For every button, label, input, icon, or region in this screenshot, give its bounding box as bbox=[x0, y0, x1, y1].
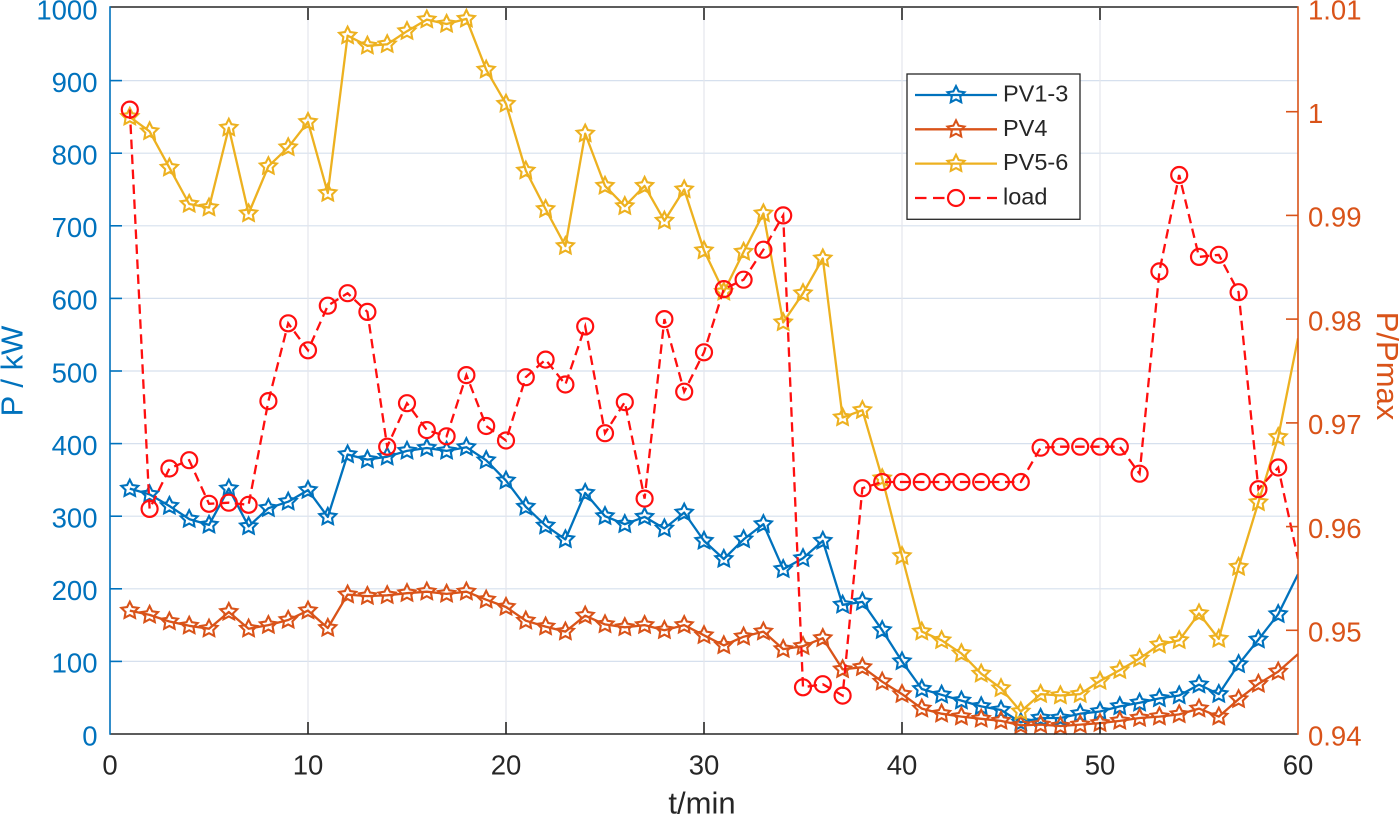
svg-text:40: 40 bbox=[887, 750, 918, 781]
svg-text:50: 50 bbox=[1085, 750, 1116, 781]
svg-text:20: 20 bbox=[491, 750, 522, 781]
svg-text:P/Pmax: P/Pmax bbox=[1370, 312, 1400, 421]
svg-text:0.95: 0.95 bbox=[1308, 617, 1362, 648]
svg-text:900: 900 bbox=[52, 67, 98, 98]
svg-text:0.94: 0.94 bbox=[1308, 720, 1362, 751]
svg-text:30: 30 bbox=[689, 750, 720, 781]
svg-text:100: 100 bbox=[52, 648, 98, 679]
svg-text:200: 200 bbox=[52, 575, 98, 606]
svg-text:0.97: 0.97 bbox=[1308, 409, 1362, 440]
svg-text:0.96: 0.96 bbox=[1308, 513, 1362, 544]
svg-text:0: 0 bbox=[102, 750, 117, 781]
svg-text:load: load bbox=[1003, 184, 1047, 210]
svg-text:600: 600 bbox=[52, 285, 98, 316]
svg-text:t/min: t/min bbox=[668, 786, 735, 815]
svg-text:1: 1 bbox=[1308, 98, 1323, 129]
svg-text:400: 400 bbox=[52, 430, 98, 461]
svg-text:800: 800 bbox=[52, 140, 98, 171]
svg-text:10: 10 bbox=[293, 750, 324, 781]
svg-text:1.01: 1.01 bbox=[1308, 0, 1362, 25]
svg-text:PV5-6: PV5-6 bbox=[1003, 149, 1068, 175]
svg-text:0.99: 0.99 bbox=[1308, 202, 1362, 233]
svg-text:60: 60 bbox=[1283, 750, 1314, 781]
svg-text:500: 500 bbox=[52, 357, 98, 388]
svg-text:300: 300 bbox=[52, 503, 98, 534]
svg-text:700: 700 bbox=[52, 212, 98, 243]
svg-text:1000: 1000 bbox=[36, 0, 97, 25]
svg-text:P / kW: P / kW bbox=[0, 325, 30, 416]
svg-text:0.98: 0.98 bbox=[1308, 305, 1362, 336]
svg-text:PV4: PV4 bbox=[1003, 115, 1047, 141]
svg-text:PV1-3: PV1-3 bbox=[1003, 81, 1068, 107]
svg-text:0: 0 bbox=[82, 720, 97, 751]
